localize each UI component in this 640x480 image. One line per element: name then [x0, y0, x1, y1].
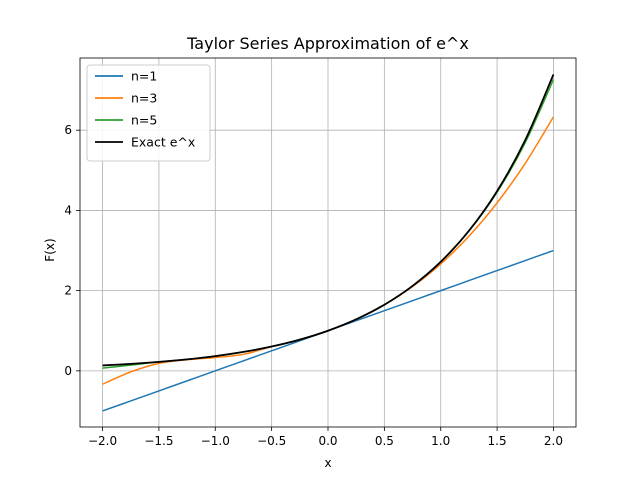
- x-tick-label-5: 0.5: [375, 434, 394, 448]
- y-ticks: 0 2 4 6: [64, 123, 80, 378]
- x-tick-label-4: 0.0: [318, 434, 337, 448]
- x-tick-label-3: −0.5: [257, 434, 286, 448]
- y-tick-label-2: 4: [64, 203, 72, 217]
- legend-label-3: Exact e^x: [131, 135, 195, 150]
- x-tick-label-2: −1.0: [201, 434, 230, 448]
- legend: n=1 n=3 n=5 Exact e^x: [86, 64, 211, 162]
- y-tick-label-3: 6: [64, 123, 72, 137]
- x-tick-label-0: −2.0: [88, 434, 117, 448]
- legend-label-0: n=1: [131, 69, 157, 84]
- x-tick-label-1: −1.5: [144, 434, 173, 448]
- legend-label-1: n=3: [131, 91, 157, 106]
- x-axis-label: x: [324, 456, 331, 470]
- series-line-3: [102, 74, 555, 367]
- y-tick-label-1: 2: [64, 284, 72, 298]
- legend-label-2: n=5: [131, 113, 157, 128]
- legend-box: [86, 64, 211, 162]
- x-tick-label-7: 1.5: [488, 434, 507, 448]
- x-ticks: −2.0 −1.5 −1.0 −0.5 0.0 0.5 1.0 1.5 2.0: [88, 427, 563, 448]
- y-axis-label: F(x): [43, 238, 57, 261]
- chart-title: Taylor Series Approximation of e^x: [186, 34, 469, 53]
- grid: [80, 58, 576, 427]
- x-tick-label-8: 2.0: [544, 434, 563, 448]
- series-lines: [102, 74, 555, 412]
- y-tick-label-0: 0: [64, 364, 72, 378]
- x-tick-label-6: 1.0: [431, 434, 450, 448]
